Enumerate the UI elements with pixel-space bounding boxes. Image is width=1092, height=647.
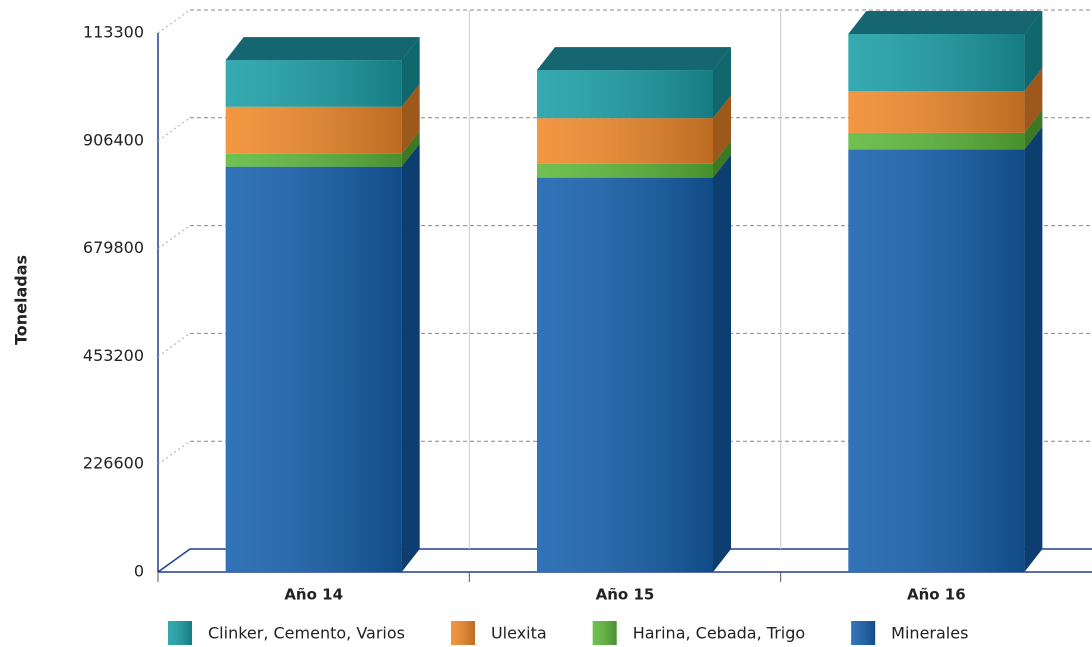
bar-top	[225, 37, 420, 61]
bar-shade	[848, 91, 1025, 133]
grid-connector	[157, 332, 191, 357]
bar-side	[401, 37, 420, 107]
bar-side-shade	[1024, 126, 1043, 572]
legend-swatch-shade	[851, 621, 876, 645]
bar-shade	[225, 153, 402, 167]
y-tick-label: 906400	[83, 130, 144, 149]
y-axis-title: Toneladas	[12, 255, 31, 345]
bar-side	[401, 143, 420, 572]
legend-swatch-shade	[592, 621, 617, 645]
bar-top	[848, 10, 1043, 34]
bar-side	[713, 95, 731, 164]
grid-connector	[157, 225, 191, 250]
bar-side	[713, 47, 731, 119]
grid-connector	[157, 440, 191, 465]
bar-shade	[537, 163, 713, 178]
bar-side-shade	[713, 140, 731, 178]
y-tick-label: 0	[134, 562, 144, 581]
bar-side	[1024, 10, 1043, 92]
bar-side-shade	[401, 83, 420, 154]
y-tick-label: 226600	[83, 454, 144, 473]
bar-side-shade	[401, 37, 420, 107]
bar-side	[713, 140, 731, 178]
legend-label: Clinker, Cemento, Varios	[208, 624, 405, 643]
bar-side	[401, 130, 420, 167]
bar-side	[1024, 126, 1043, 572]
bar-shade	[848, 149, 1025, 572]
legend-label: Harina, Cebada, Trigo	[633, 624, 805, 643]
bar-side-shade	[713, 47, 731, 119]
y-tick-label: 679800	[83, 238, 144, 257]
grid-connector	[157, 9, 191, 34]
x-tick-label: Año 14	[284, 586, 343, 604]
bar-shade	[537, 177, 713, 573]
bar-shade	[537, 70, 713, 119]
legend-label: Ulexita	[491, 624, 547, 643]
bar-side-shade	[1024, 109, 1043, 150]
bar-top	[537, 47, 731, 71]
legend-swatch-shade	[168, 621, 192, 645]
bar-top-shade	[848, 10, 1043, 34]
grid-connector	[157, 117, 191, 142]
floor	[157, 548, 1092, 573]
bar-side-shade	[1024, 10, 1043, 92]
y-tick-label: 453200	[83, 346, 144, 365]
bar-side	[401, 83, 420, 154]
y-tick-label: 113300	[83, 23, 144, 42]
legend-label: Minerales	[891, 624, 968, 643]
bar-shade	[848, 132, 1025, 150]
bar-side	[1024, 68, 1043, 133]
bar-side-shade	[1024, 68, 1043, 133]
bar-shade	[848, 33, 1025, 92]
bar-top-shade	[537, 47, 731, 71]
x-tick-label: Año 16	[907, 586, 966, 604]
bar-shade	[537, 118, 713, 164]
x-tick-label: Año 15	[596, 586, 655, 604]
legend-swatch-shade	[450, 621, 475, 645]
bar-side-shade	[401, 130, 420, 167]
bar-shade	[225, 60, 402, 107]
bar-top-shade	[225, 37, 420, 61]
bar-side	[713, 154, 731, 573]
bar-side-shade	[401, 143, 420, 572]
bar-shade	[225, 166, 402, 572]
bar-shade	[225, 106, 402, 154]
bar-side-shade	[713, 95, 731, 164]
bar-side	[1024, 109, 1043, 150]
bar-side-shade	[713, 154, 731, 573]
